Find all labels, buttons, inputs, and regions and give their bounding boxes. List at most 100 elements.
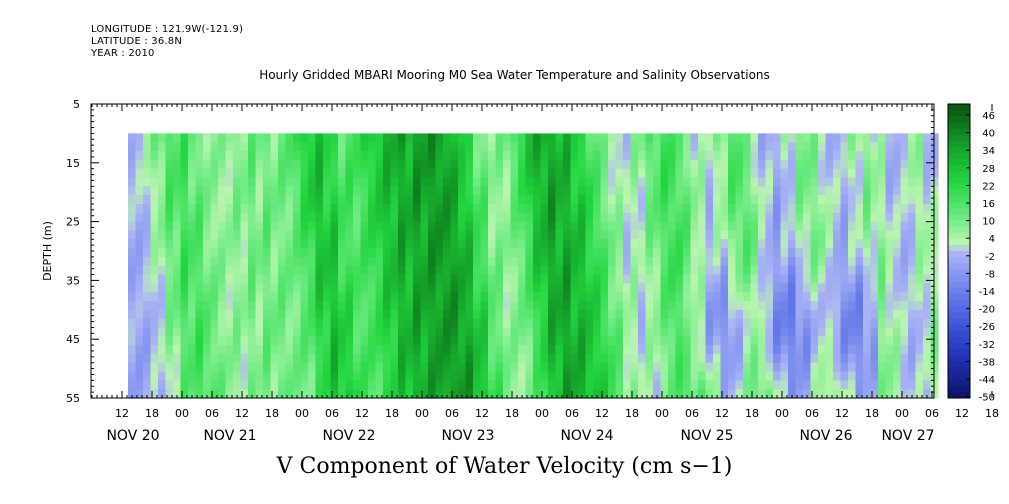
heat-cell <box>195 212 204 223</box>
heat-cell <box>360 389 369 399</box>
heat-cell <box>533 301 542 311</box>
heat-cell <box>300 362 309 373</box>
heat-cell <box>188 230 197 240</box>
heat-cell <box>773 292 782 302</box>
heat-cell <box>458 380 467 390</box>
heat-cell <box>840 265 849 276</box>
heat-cell <box>420 380 429 390</box>
heat-cell <box>578 362 587 373</box>
heat-cell <box>788 186 797 196</box>
heat-cell <box>345 159 354 170</box>
heat-cell <box>540 168 549 179</box>
heat-cell <box>675 239 684 249</box>
heat-cell <box>788 195 797 205</box>
heat-cell <box>225 239 234 249</box>
heat-cell <box>225 371 234 381</box>
heat-cell <box>668 177 677 187</box>
heat-cell <box>398 353 407 364</box>
heat-cell <box>863 318 872 328</box>
heat-cell <box>713 301 722 311</box>
heat-cell <box>263 151 272 161</box>
heat-cell <box>345 204 354 214</box>
heat-cell <box>653 318 662 328</box>
heat-cell <box>533 265 542 276</box>
heat-cell <box>780 133 789 143</box>
heat-cell <box>600 195 609 205</box>
heat-cell <box>615 204 624 214</box>
heat-cell <box>315 301 324 311</box>
heat-cell <box>570 371 579 381</box>
heat-cell <box>428 327 437 337</box>
heat-cell <box>293 159 302 170</box>
heat-cell <box>278 265 287 276</box>
x-tick-label: 06 <box>805 407 819 420</box>
x-tick-label: 00 <box>775 407 789 420</box>
heat-cell <box>608 283 617 293</box>
heat-cell <box>210 133 219 143</box>
heat-cell <box>675 301 684 311</box>
heat-cell <box>248 301 257 311</box>
heat-cell <box>623 177 632 187</box>
heat-cell <box>435 151 444 161</box>
heat-cell <box>863 159 872 170</box>
heat-cell <box>878 177 887 187</box>
heat-cell <box>450 309 459 320</box>
heat-cell <box>443 230 452 240</box>
heat-cell <box>878 283 887 293</box>
heat-cell <box>525 283 534 293</box>
heat-cell <box>735 265 744 276</box>
heat-cell <box>833 309 842 320</box>
heat-cell <box>458 371 467 381</box>
heat-cell <box>405 230 414 240</box>
heat-cell <box>848 186 857 196</box>
heat-cell <box>510 142 519 152</box>
heat-cell <box>923 151 932 161</box>
heat-cell <box>540 353 549 364</box>
heat-cell <box>578 133 587 143</box>
heat-cell <box>578 292 587 302</box>
heat-cell <box>720 239 729 249</box>
heat-cell <box>570 256 579 267</box>
heat-cell <box>645 309 654 320</box>
heat-cell <box>728 256 737 267</box>
heat-cell <box>435 353 444 364</box>
heat-cell <box>855 292 864 302</box>
heat-cell <box>765 309 774 320</box>
heat-cell <box>465 380 474 390</box>
heat-cell <box>248 133 257 143</box>
heat-cell <box>878 318 887 328</box>
heat-cell <box>878 186 887 196</box>
heat-cell <box>825 142 834 152</box>
heat-cell <box>173 239 182 249</box>
heat-cell <box>435 159 444 170</box>
heat-cell <box>765 336 774 346</box>
y-tick-label: 5 <box>73 98 80 111</box>
heat-cell <box>623 265 632 276</box>
heat-cell <box>930 371 939 381</box>
heat-cell <box>128 239 137 249</box>
heat-cell <box>495 309 504 320</box>
heat-cell <box>855 177 864 187</box>
heat-cell <box>143 380 152 390</box>
heat-cell <box>308 186 317 196</box>
heat-cell <box>203 265 212 276</box>
heat-cell <box>818 327 827 337</box>
heat-cell <box>420 168 429 179</box>
heat-cell <box>465 309 474 320</box>
heat-cell <box>203 151 212 161</box>
heat-cell <box>585 239 594 249</box>
heat-cell <box>390 353 399 364</box>
heat-cell <box>840 371 849 381</box>
heat-cell <box>495 186 504 196</box>
heat-cell <box>435 256 444 267</box>
heat-cell <box>683 380 692 390</box>
heat-cell <box>180 362 189 373</box>
heat-cell <box>203 389 212 399</box>
heat-cell <box>780 212 789 223</box>
heat-cell <box>570 265 579 276</box>
heat-cell <box>255 212 264 223</box>
heat-cell <box>158 212 167 223</box>
heat-cell <box>188 345 197 355</box>
heat-cell <box>450 283 459 293</box>
heat-cell <box>165 256 174 267</box>
